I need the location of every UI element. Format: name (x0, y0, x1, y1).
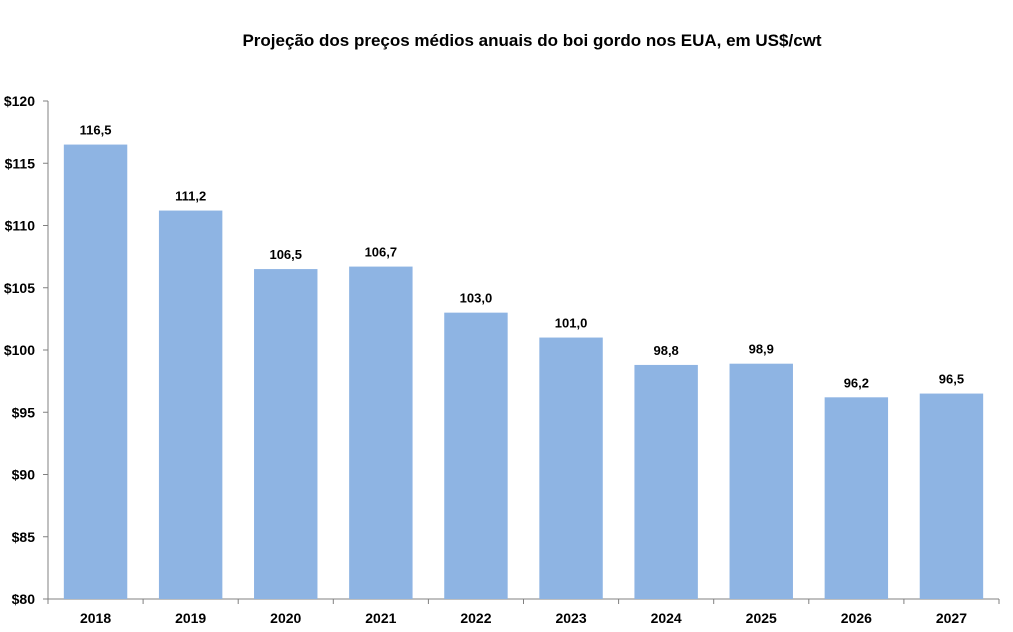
bar-2019 (158, 210, 223, 599)
bar-2020 (254, 269, 318, 599)
x-tick-label: 2026 (841, 610, 872, 626)
bar-2018 (63, 144, 128, 599)
data-label-2020: 106,5 (269, 247, 302, 262)
x-tick-label: 2027 (936, 610, 967, 626)
data-label-2022: 103,0 (460, 291, 493, 306)
bar-2023 (539, 337, 603, 599)
x-tick-label: 2019 (175, 610, 206, 626)
x-tick-label: 2018 (80, 610, 111, 626)
x-tick-label: 2022 (460, 610, 491, 626)
data-labels-group: 116,5 111,2 106,5 106,7 103,0 101,0 98,8 98,9 96… (80, 123, 964, 391)
y-tick-label: $80 (12, 591, 36, 607)
data-label-2018: 116,5 (80, 123, 112, 138)
x-tick-label: 2020 (270, 610, 301, 626)
y-tick-label: $85 (12, 529, 36, 545)
data-label-2024: 98,8 (653, 343, 678, 358)
y-tick-label: $110 (5, 218, 36, 234)
data-label-2026: 96,2 (844, 375, 869, 390)
y-tick-label: $120 (4, 93, 35, 109)
y-tick-label: $95 (12, 404, 36, 420)
y-tick-label: $90 (12, 467, 36, 483)
bar-2026 (824, 397, 889, 599)
data-label-2025: 98,9 (749, 342, 774, 357)
data-label-2021: 106,7 (365, 245, 398, 260)
data-label-2019: 111,2 (175, 189, 206, 204)
x-axis: 2018 2019 2020 2021 2022 2023 2024 2025 2026 2027 (47, 598, 1000, 626)
bar-2024 (634, 364, 698, 599)
bars-group (63, 144, 984, 599)
bar-2021 (349, 266, 413, 599)
data-label-2027: 96,5 (939, 372, 964, 387)
x-tick-label: 2021 (365, 610, 396, 626)
x-tick-label: 2025 (746, 610, 777, 626)
data-label-2023: 101,0 (555, 316, 588, 331)
bar-2025 (729, 363, 793, 599)
y-axis: $80 $85 $90 $95 $100 $105 $110 $115 $120 (4, 93, 49, 607)
y-tick-label: $115 (5, 155, 36, 171)
y-tick-label: $100 (4, 342, 35, 358)
y-tick-label: $105 (4, 280, 35, 296)
bar-2022 (444, 312, 508, 599)
chart-title: Projeção dos preços médios anuais do boi… (242, 31, 821, 50)
bar-2027 (919, 393, 984, 599)
x-tick-label: 2023 (555, 610, 586, 626)
x-tick-label: 2024 (651, 610, 682, 626)
